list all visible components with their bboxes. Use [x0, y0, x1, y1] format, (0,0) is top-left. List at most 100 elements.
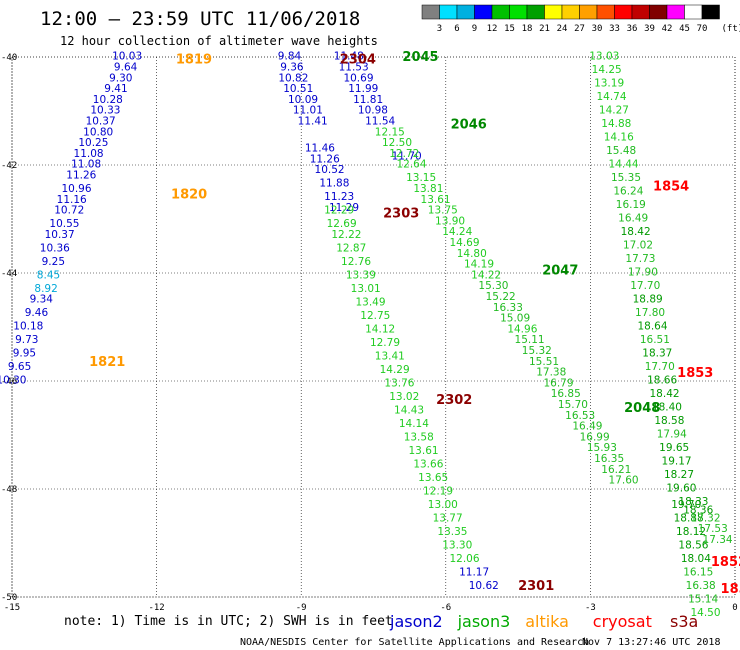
- wave-height-value: 13.49: [355, 296, 385, 308]
- x-tick-label: -12: [148, 603, 164, 613]
- y-tick-label: -50: [1, 593, 17, 603]
- colorbar-swatch: [421, 4, 440, 20]
- wave-height-value: 9.95: [13, 348, 36, 360]
- colorbar-swatch: [701, 4, 720, 20]
- wave-height-value: 11.99: [348, 83, 378, 95]
- wave-height-value: 11.16: [57, 194, 87, 206]
- wave-height-value: 9.73: [15, 334, 38, 346]
- wave-height-value: 17.73: [625, 253, 655, 265]
- wave-height-value: 13.15: [406, 172, 436, 184]
- wave-height-value: 13.61: [409, 445, 439, 457]
- footer-note: note: 1) Time is in UTC; 2) SWH is in fe…: [64, 614, 393, 629]
- x-tick-label: -6: [440, 603, 451, 613]
- wave-height-value: 17.34: [703, 534, 733, 546]
- wave-height-value: 11.53: [339, 62, 369, 74]
- wave-height-value: 13.30: [442, 539, 472, 551]
- pass-label: 1853: [677, 366, 713, 381]
- wave-height-value: 11.26: [310, 153, 340, 165]
- wave-height-labels: 10.039.649.309.4110.2810.3310.3710.8010.…: [0, 51, 733, 619]
- chart-subtitle: 12 hour collection of altimeter wave hei…: [60, 34, 378, 48]
- wave-height-value: 10.80: [83, 126, 113, 138]
- wave-height-value: 18.12: [676, 526, 706, 538]
- wave-height-value: 12.79: [370, 337, 400, 349]
- wave-height-value: 9.41: [104, 83, 127, 95]
- wave-height-value: 13.61: [421, 194, 451, 206]
- wave-height-value: 19.60: [666, 483, 696, 495]
- wave-height-value: 10.52: [315, 164, 345, 176]
- wave-height-value: 14.50: [690, 607, 720, 619]
- colorbar-label: 18: [522, 24, 533, 34]
- pass-label: 2303: [383, 207, 419, 222]
- x-tick-label: 0: [732, 603, 737, 613]
- colorbar-label: 27: [574, 24, 585, 34]
- wave-height-value: 16.38: [686, 580, 716, 592]
- wave-height-value: 18.36: [683, 504, 713, 516]
- pass-number-labels: 1819 1820 1821 2304 2303 2302 2301 2045 2046 2047…: [89, 50, 740, 597]
- wave-height-value: 15.48: [606, 145, 636, 157]
- wave-height-value: 14.27: [599, 105, 629, 117]
- colorbar-swatch: [596, 4, 615, 20]
- wave-height-value: 18.66: [647, 375, 677, 387]
- pass-label: 2301: [518, 579, 554, 594]
- wave-height-value: 15.22: [486, 291, 516, 303]
- colorbar-swatch: [439, 4, 458, 20]
- colorbar-label: 39: [644, 24, 655, 34]
- y-tick-label: -48: [1, 485, 17, 495]
- wave-height-value: 18.58: [654, 415, 684, 427]
- wave-height-value: 10.55: [49, 218, 79, 230]
- wave-height-value: 14.74: [596, 91, 626, 103]
- wave-height-value: 9.65: [8, 361, 31, 373]
- wave-height-value: 14.88: [601, 118, 631, 130]
- colorbar-label: 21: [539, 24, 550, 34]
- footer-timestamp: Nov 7 13:27:46 UTC 2018: [582, 637, 720, 648]
- pass-label: 2048: [624, 401, 660, 416]
- wave-height-value: 11.17: [459, 566, 489, 578]
- wave-height-value: 16.53: [565, 410, 595, 422]
- legend-entry: s3a: [670, 612, 698, 631]
- colorbar-swatch: [614, 4, 633, 20]
- wave-height-value: 12.72: [389, 148, 419, 160]
- wave-height-value: 12.76: [341, 256, 371, 268]
- wave-height-value: 18.42: [650, 388, 680, 400]
- wave-height-value: 11.26: [66, 170, 96, 182]
- colorbar-label: 36: [627, 24, 638, 34]
- wave-height-value: 11.48: [334, 51, 364, 63]
- wave-height-value: 17.60: [609, 475, 639, 487]
- wave-height-value: 17.94: [657, 429, 687, 441]
- colorbar-swatch: [456, 4, 475, 20]
- colorbar-label: 45: [679, 24, 690, 34]
- wave-height-value: 12.50: [382, 137, 412, 149]
- wave-height-value: 16.15: [683, 566, 713, 578]
- pass-label: 2302: [436, 393, 472, 408]
- wave-height-value: 14.96: [507, 323, 537, 335]
- wave-height-value: 10.37: [86, 116, 116, 128]
- colorbar-label: 30: [592, 24, 603, 34]
- wave-height-value: 14.25: [592, 64, 622, 76]
- legend-entry: jason2: [389, 612, 443, 631]
- wave-height-value: 16.49: [572, 421, 602, 433]
- colorbar-label: 24: [557, 24, 568, 34]
- wave-height-value: 14.69: [449, 237, 479, 249]
- legend-entry: altika: [525, 612, 569, 631]
- wave-height-value: 16.79: [543, 377, 573, 389]
- colorbar-swatch: [631, 4, 650, 20]
- y-tick-label: -44: [1, 269, 17, 279]
- colorbar-unit: (ft): [722, 24, 740, 34]
- wave-height-value: 17.38: [536, 367, 566, 379]
- wave-height-value: 18.37: [642, 348, 672, 360]
- wave-height-value: 10.28: [93, 94, 123, 106]
- wave-height-value: 16.49: [618, 213, 648, 225]
- x-tick-label: -9: [296, 603, 307, 613]
- wave-height-value: 17.32: [690, 512, 720, 524]
- wave-height-value: 11.08: [74, 148, 104, 160]
- wave-height-value: 14.24: [442, 226, 472, 238]
- wave-height-value: 8.92: [34, 283, 57, 295]
- legend-entry: cryosat: [593, 612, 652, 631]
- pass-label: 2047: [542, 263, 578, 278]
- wave-height-value: 14.22: [471, 269, 501, 281]
- wave-height-value: 18.64: [637, 321, 667, 333]
- wave-height-value: 16.85: [551, 388, 581, 400]
- map-grid: [11, 56, 736, 598]
